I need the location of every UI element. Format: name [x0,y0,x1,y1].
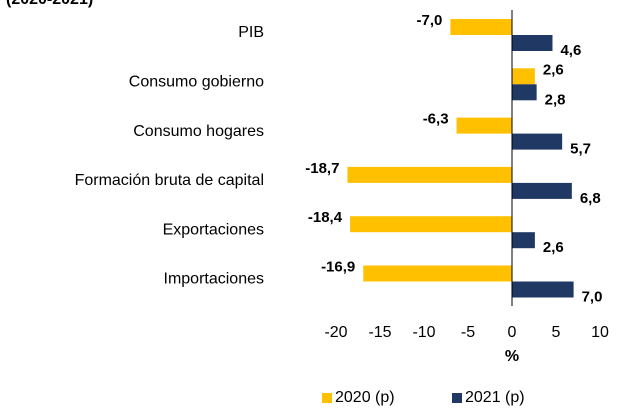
bar [456,117,512,134]
y-tick-label: Consumo hogares [133,123,264,140]
y-tick-label: Importaciones [164,271,265,288]
bar [512,133,563,150]
value-label: 5,7 [570,141,591,158]
value-label: -18,4 [308,209,343,226]
bar [347,166,512,183]
value-label: -18,7 [305,160,339,177]
bar [512,68,535,85]
y-tick-label: Consumo gobierno [129,74,264,91]
bar [512,182,572,199]
x-axis-label: % [505,348,519,365]
bar [350,216,512,233]
x-tick-label: -15 [368,324,391,341]
x-tick-label: 10 [591,324,609,341]
value-label: 4,6 [560,42,581,59]
value-label: 2,6 [543,239,564,256]
value-label: 2,8 [545,91,566,108]
value-label: -6,3 [423,111,449,128]
y-tick-label: PIB [238,24,264,41]
x-tick-label: -10 [412,324,435,341]
value-label: -7,0 [417,12,443,29]
value-label: 2,6 [543,61,564,78]
bar [512,281,574,298]
bar [363,265,512,282]
bar [512,35,553,51]
x-tick-label: -5 [461,324,475,341]
legend-label: 2021 (p) [465,389,525,406]
value-label: 7,0 [582,288,603,305]
legend-swatch [452,393,462,403]
x-tick-label: -20 [324,324,347,341]
bar [512,84,537,101]
chart-title: (2020-2021) [6,0,93,8]
bar [450,19,512,35]
x-tick-label: 0 [508,324,517,341]
value-label: 6,8 [580,190,601,207]
bar [512,232,535,249]
legend-swatch [322,393,332,403]
legend-label: 2020 (p) [335,389,395,406]
y-tick-label: Exportaciones [163,221,264,238]
value-label: -16,9 [321,258,355,275]
x-tick-label: 5 [552,324,561,341]
y-tick-label: Formación bruta de capital [75,172,264,189]
